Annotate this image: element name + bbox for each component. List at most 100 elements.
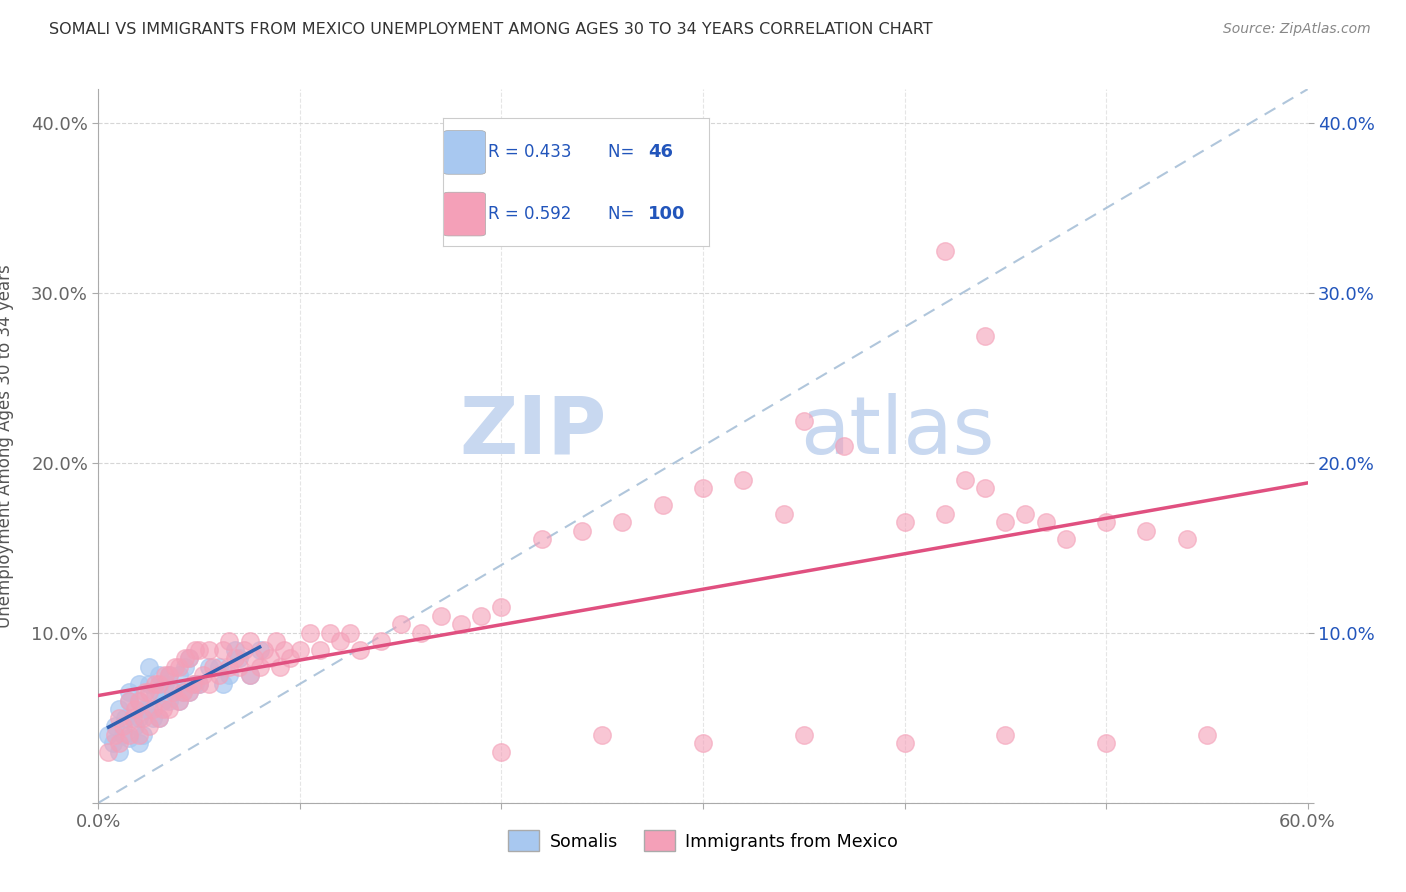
Point [772, 507, 794, 521]
Point [1175, 533, 1198, 547]
Point [249, 643, 271, 657]
Point [134, 685, 156, 699]
Point [148, 711, 170, 725]
Point [118, 728, 141, 742]
Point [793, 728, 815, 742]
Text: ZIP: ZIP [458, 392, 606, 471]
Point [249, 660, 271, 674]
Point [103, 719, 125, 733]
Point [832, 439, 855, 453]
Point [114, 711, 136, 725]
Point [143, 677, 166, 691]
Point [157, 702, 180, 716]
Point [269, 660, 291, 674]
Point [953, 473, 976, 487]
Point [143, 685, 166, 699]
Point [152, 694, 174, 708]
Point [994, 516, 1017, 530]
Point [132, 711, 155, 725]
Point [138, 660, 160, 674]
Point [132, 728, 155, 742]
Point [107, 736, 129, 750]
Point [934, 507, 956, 521]
Point [228, 651, 250, 665]
Point [224, 651, 246, 665]
Point [148, 668, 170, 682]
Point [228, 660, 250, 674]
Point [103, 728, 125, 742]
Point [239, 634, 262, 648]
Point [198, 643, 221, 657]
Point [934, 244, 956, 258]
Point [470, 608, 492, 623]
Point [1135, 524, 1157, 538]
Point [198, 677, 221, 691]
Point [148, 677, 170, 691]
Point [430, 608, 453, 623]
Point [212, 677, 235, 691]
Point [148, 685, 170, 699]
Point [1095, 516, 1118, 530]
Point [974, 328, 997, 343]
Point [184, 643, 207, 657]
Point [893, 516, 915, 530]
Y-axis label: Unemployment Among Ages 30 to 34 years: Unemployment Among Ages 30 to 34 years [0, 264, 14, 628]
Point [591, 728, 613, 742]
Point [167, 668, 190, 682]
Text: SOMALI VS IMMIGRANTS FROM MEXICO UNEMPLOYMENT AMONG AGES 30 TO 34 YEARS CORRELAT: SOMALI VS IMMIGRANTS FROM MEXICO UNEMPLO… [49, 22, 932, 37]
Point [179, 685, 201, 699]
Point [128, 728, 150, 742]
Point [349, 643, 371, 657]
Point [172, 685, 194, 699]
Point [218, 634, 240, 648]
Point [692, 482, 714, 496]
Point [101, 736, 124, 750]
Point [1195, 728, 1218, 742]
Point [994, 728, 1017, 742]
Point [142, 711, 165, 725]
Point [163, 685, 186, 699]
Point [253, 643, 276, 657]
Point [111, 719, 134, 733]
Point [124, 702, 146, 716]
Point [793, 413, 815, 427]
Point [128, 736, 150, 750]
Point [370, 634, 392, 648]
Point [218, 668, 240, 682]
Point [974, 482, 997, 496]
Point [329, 634, 352, 648]
Point [128, 677, 150, 691]
Point [309, 643, 332, 657]
Point [224, 643, 246, 657]
Point [163, 660, 186, 674]
Point [118, 694, 141, 708]
Point [651, 499, 673, 513]
Point [128, 711, 150, 725]
Point [184, 677, 207, 691]
Point [107, 702, 129, 716]
Point [157, 668, 180, 682]
Point [167, 694, 190, 708]
Point [339, 626, 361, 640]
Point [299, 626, 322, 640]
Point [491, 600, 513, 615]
Point [118, 694, 141, 708]
Point [389, 617, 412, 632]
Point [259, 651, 281, 665]
Point [188, 643, 211, 657]
Point [264, 634, 287, 648]
Point [153, 668, 176, 682]
Point [167, 694, 190, 708]
Point [612, 516, 634, 530]
Point [97, 745, 120, 759]
Point [107, 711, 129, 725]
Point [157, 694, 180, 708]
Point [208, 660, 231, 674]
Point [1054, 533, 1077, 547]
Point [142, 702, 165, 716]
Point [1095, 736, 1118, 750]
Point [409, 626, 432, 640]
Point [179, 651, 201, 665]
Point [893, 736, 915, 750]
Point [97, 728, 120, 742]
